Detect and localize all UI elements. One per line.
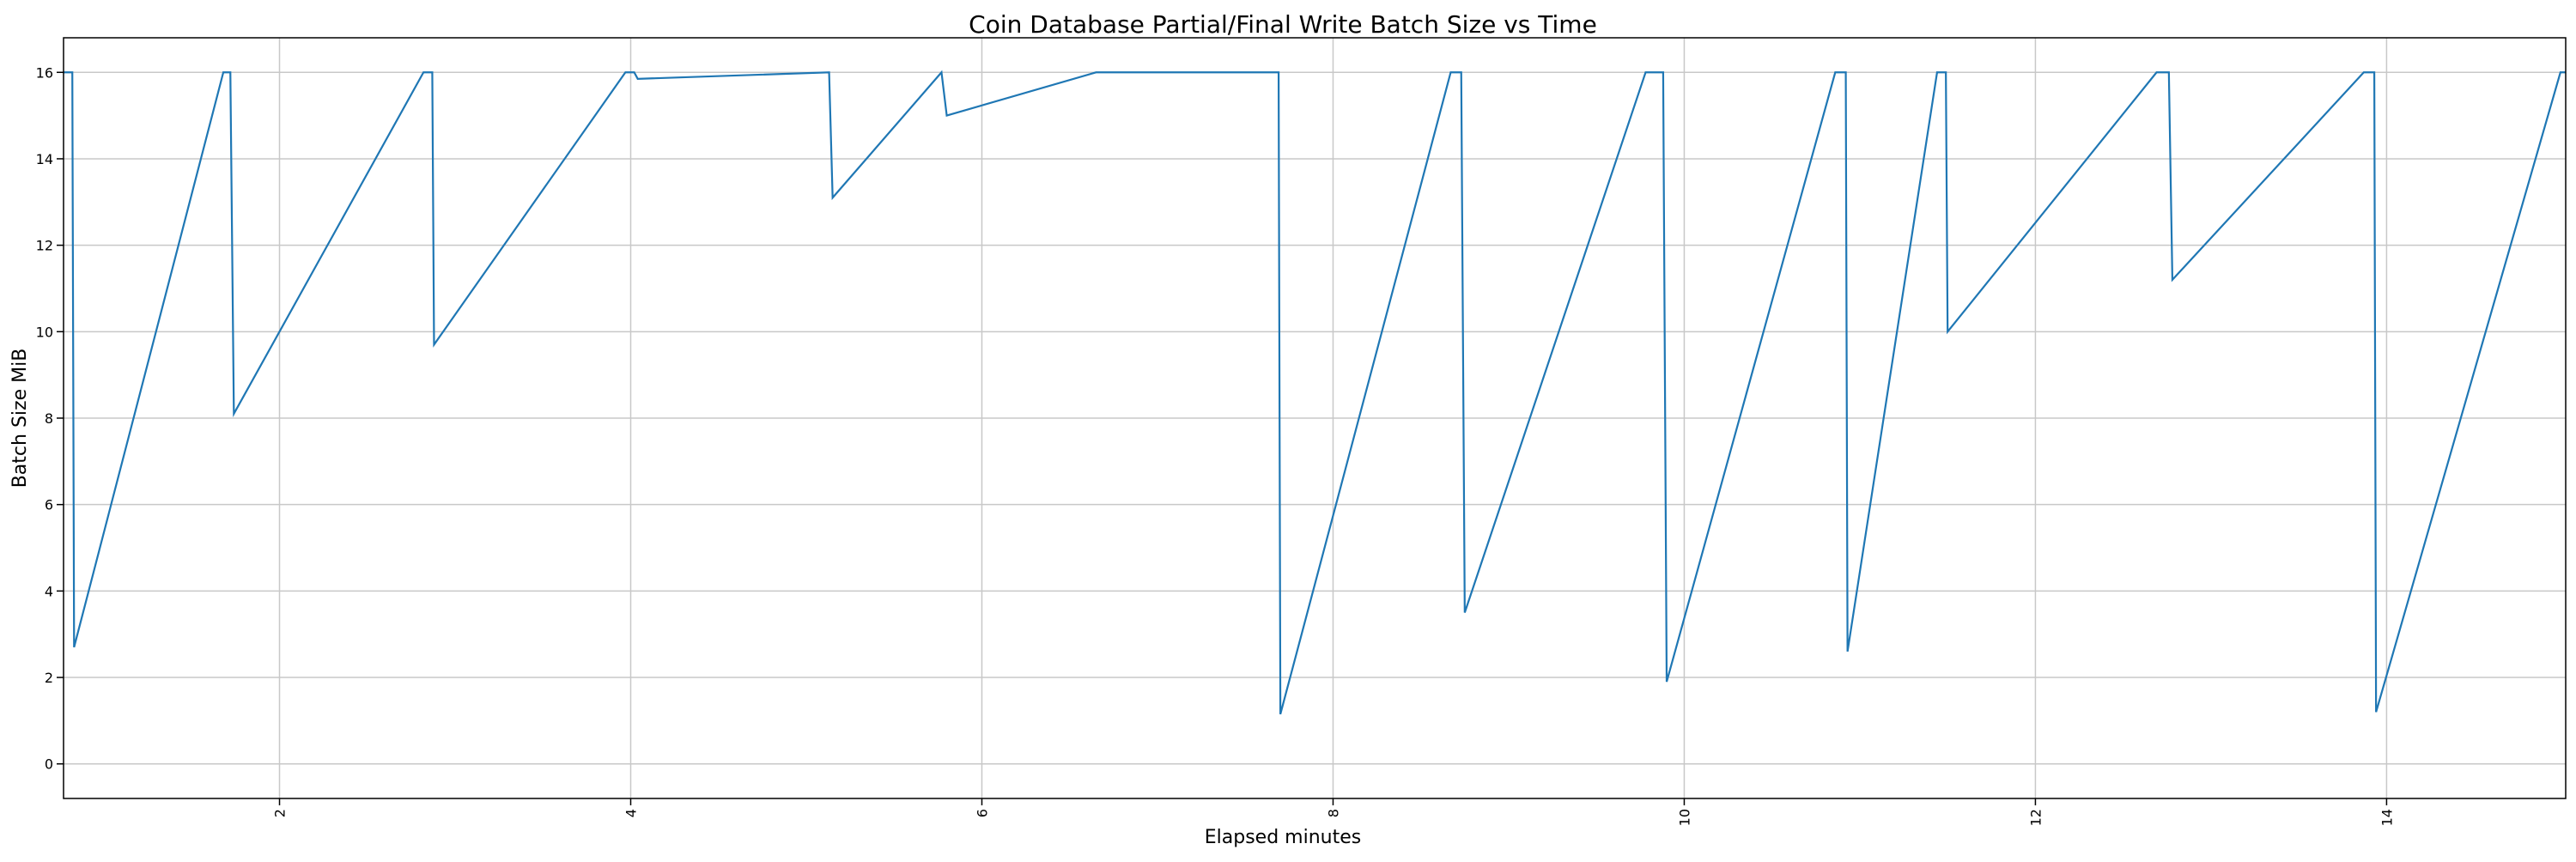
- grid-lines: [64, 38, 2566, 798]
- y-tick-label: 4: [45, 583, 53, 599]
- y-tick-label: 12: [36, 238, 53, 254]
- y-axis-label: Batch Size MiB: [9, 349, 31, 489]
- x-tick-label: 12: [2027, 809, 2044, 826]
- y-tick-label: 6: [45, 497, 53, 513]
- y-tick-label: 14: [36, 151, 53, 167]
- y-tick-label: 2: [45, 670, 53, 686]
- tick-marks: [57, 71, 2388, 805]
- y-tick-label: 10: [36, 324, 53, 340]
- y-tick-label: 8: [45, 410, 53, 427]
- y-tick-label: 0: [45, 756, 53, 773]
- x-tick-label: 2: [272, 809, 289, 817]
- x-tick-label: 14: [2379, 809, 2395, 826]
- tick-labels: 2 4 6 8 10 12 14 0 2 4 6 8 10 12 14 16: [36, 64, 2396, 826]
- series-layer: [64, 70, 2566, 715]
- chart-title: Coin Database Partial/Final Write Batch …: [969, 10, 1597, 39]
- x-tick-label: 10: [1676, 809, 1692, 826]
- y-tick-label: 16: [36, 64, 53, 81]
- series-line: [64, 70, 2566, 715]
- x-tick-label: 4: [623, 809, 640, 817]
- x-tick-label: 6: [974, 809, 990, 817]
- x-tick-label: 8: [1325, 809, 1341, 817]
- x-axis-label: Elapsed minutes: [1205, 827, 1361, 848]
